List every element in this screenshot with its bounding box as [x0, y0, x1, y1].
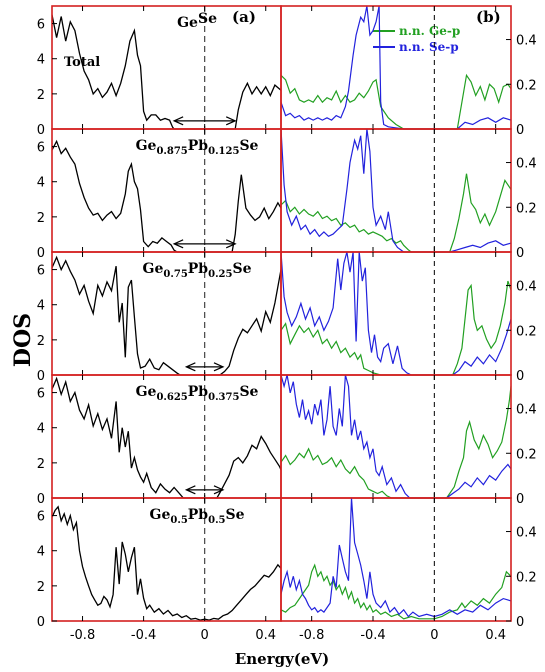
panel-1-total-dos-line	[51, 14, 282, 130]
panel-1-left-ytick-label: 6	[37, 18, 45, 33]
left-xtick-label: 0.4	[255, 628, 276, 643]
panel-4-ge-p-line	[280, 386, 512, 499]
panel-5-se-p-line	[280, 497, 512, 618]
panel-2-right-ytick-label: 0.2	[516, 201, 537, 216]
panel-4-gap-arrowhead-right	[213, 485, 225, 495]
panel-2-left-ytick-label: 6	[37, 141, 45, 156]
left-xtick-label: -0.8	[70, 628, 95, 643]
panel-4-composition-label: Ge0.625Pb0.375Se	[136, 384, 259, 403]
panel-1-left-ytick-label: 2	[37, 88, 45, 103]
right-xtick-label: -0.4	[360, 628, 385, 643]
panel-1-se-p-line	[280, 5, 512, 130]
panel-4-right-ytick-label: 0.4	[516, 403, 537, 418]
panel-5-left-ytick-label: 4	[37, 545, 45, 560]
panel-3-gap-arrowhead-right	[213, 362, 225, 372]
panel-5-left-ytick-label: 0	[37, 615, 45, 630]
panel-3-right-ytick-label: 0	[516, 369, 524, 384]
left-xtick-label: 0	[201, 628, 209, 643]
panel-4-left-ytick-label: 2	[37, 457, 45, 472]
panel-3-right-ytick-label: 0.2	[516, 324, 537, 339]
panel-4-right-ytick-label: 0	[516, 492, 524, 507]
panel-4-gap-arrowhead-left	[184, 485, 196, 495]
x-axis-label: Energy(eV)	[235, 650, 329, 668]
y-axis-label: DOS	[10, 313, 36, 367]
legend-ge-p-label: n.n. Ge-p	[399, 24, 460, 38]
right-xtick-label: -0.8	[299, 628, 324, 643]
panel-label-a: (a)	[232, 8, 256, 26]
panel-3-se-p-line	[280, 251, 512, 376]
panel-5-right-ytick-label: 0	[516, 615, 524, 630]
panel-3-right-ytick-label: 0.4	[516, 280, 537, 295]
panel-5-left-ytick-label: 6	[37, 510, 45, 525]
panel-3-left-ytick-label: 0	[37, 369, 45, 384]
panel-1-right-ytick-label: 0.2	[516, 78, 537, 93]
panel-3-left-ytick-label: 6	[37, 264, 45, 279]
panel-1-ge-p-line	[280, 73, 512, 130]
panel-2-left-ytick-label: 0	[37, 246, 45, 261]
panel-3-ge-p-line	[280, 280, 512, 376]
panel-3-left-ytick-label: 4	[37, 299, 45, 314]
panel-4-left-ytick-label: 4	[37, 422, 45, 437]
panel-5-ge-p-line	[280, 563, 512, 620]
panel-1-left-ytick-label: 0	[37, 123, 45, 138]
panel-2-right-ytick-label: 0	[516, 246, 524, 261]
right-xtick-label: 0.4	[485, 628, 506, 643]
panel-1-right-ytick-label: 0.4	[516, 34, 537, 49]
panel-5-composition-label: Ge0.5Pb0.5Se	[150, 507, 245, 526]
panel-1-gap-arrowhead-right	[225, 116, 237, 126]
panel-3-composition-label: Ge0.75Pb0.25Se	[143, 261, 252, 280]
panel-4-total-dos-line	[51, 376, 282, 499]
panel-2-composition-label: Ge0.875Pb0.125Se	[136, 138, 259, 157]
panel-3-gap-arrowhead-left	[184, 362, 196, 372]
panel-4-left-ytick-label: 0	[37, 492, 45, 507]
panel-5-left-ytick-label: 2	[37, 580, 45, 595]
panel-4-se-p-line	[280, 374, 512, 499]
panel-2-ge-p-line	[280, 173, 512, 253]
panel-2-gap-arrowhead-left	[172, 239, 184, 249]
panel-label-b: (b)	[476, 8, 501, 26]
plot-area: GeSe 0 2 4 6 0 0.2 0.4 Ge0.875Pb0.125Se 0 2 4 6 0 0.2 0…	[37, 5, 537, 643]
panel-2-se-p-line	[280, 128, 512, 253]
panel-5-total-dos-line	[51, 505, 282, 621]
panel-5-right-ytick-label: 0.2	[516, 570, 537, 585]
right-xtick-label: 0	[430, 628, 438, 643]
panel-2-gap-arrowhead-right	[225, 239, 237, 249]
panel-1-gap-arrowhead-left	[172, 116, 184, 126]
left-xtick-label: -0.4	[131, 628, 156, 643]
panel-4-left-ytick-label: 6	[37, 387, 45, 402]
legend: n.n. Ge-p n.n. Se-p	[373, 24, 460, 54]
panel-3-total-dos-line	[51, 255, 282, 376]
panel-5-right-ytick-label: 0.4	[516, 526, 537, 541]
panel-1-left-ytick-label: 4	[37, 53, 45, 68]
panel-1-composition-label: GeSe	[177, 11, 217, 31]
panel-2-right-ytick-label: 0.4	[516, 157, 537, 172]
panel-2-left-ytick-label: 2	[37, 211, 45, 226]
panel-3-left-ytick-label: 2	[37, 334, 45, 349]
legend-se-p-label: n.n. Se-p	[399, 40, 459, 54]
panel-3-right-frame	[280, 251, 512, 376]
panel-2-right-frame	[280, 128, 512, 253]
panel-4-right-ytick-label: 0.2	[516, 447, 537, 462]
panel-1-right-ytick-label: 0	[516, 123, 524, 138]
panel-2-left-ytick-label: 4	[37, 176, 45, 191]
panel-2-total-dos-line	[51, 139, 282, 253]
panel-5-right-frame	[280, 497, 512, 622]
